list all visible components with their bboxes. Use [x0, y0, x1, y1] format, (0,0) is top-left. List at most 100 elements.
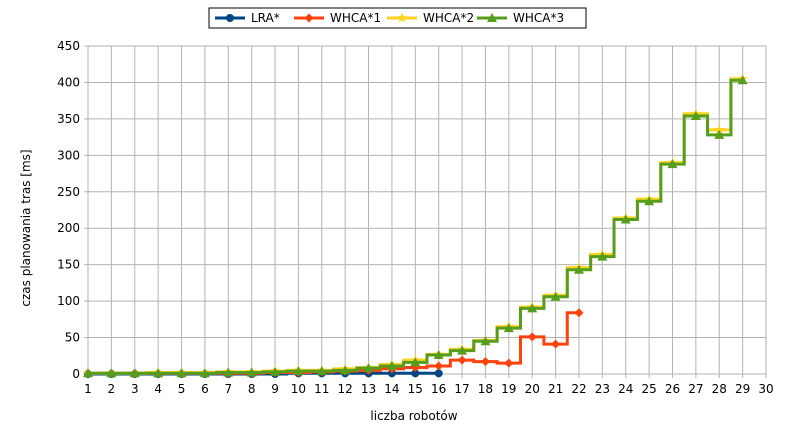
x-tick-label: 15: [408, 382, 423, 396]
data-point: [316, 366, 327, 376]
x-tick-label: 25: [641, 382, 656, 396]
data-point: [199, 368, 210, 378]
data-point: [411, 369, 420, 378]
y-axis-title: czas planowania tras [ms]: [19, 149, 33, 306]
x-tick-label: 20: [525, 382, 540, 396]
data-point: [340, 365, 351, 375]
x-tick-label: 6: [201, 382, 209, 396]
y-tick-label: 450: [57, 39, 80, 53]
data-point: [504, 358, 514, 368]
x-tick-label: 1: [84, 382, 92, 396]
x-tick-label: 30: [758, 382, 773, 396]
x-tick-label: 22: [571, 382, 586, 396]
legend: LRA* WHCA*1 WHCA*2 WHCA*3: [208, 7, 587, 29]
legend-item: WHCA*1: [294, 11, 381, 25]
data-point: [503, 323, 514, 333]
data-point: [457, 345, 468, 355]
x-tick-label: 9: [271, 382, 279, 396]
data-point: [106, 368, 117, 378]
series-whca-3: [83, 75, 748, 378]
x-tick-label: 16: [431, 382, 446, 396]
y-tick-label: 350: [57, 112, 80, 126]
data-point: [551, 339, 561, 349]
data-point: [573, 264, 584, 274]
data-point: [527, 332, 537, 342]
x-tick-label: 7: [224, 382, 232, 396]
data-point: [246, 367, 257, 377]
data-point: [176, 368, 187, 378]
legend-swatch-marker: [487, 13, 497, 22]
x-tick-label: 13: [361, 382, 376, 396]
legend-item: WHCA*2: [387, 11, 474, 25]
data-point: [434, 361, 444, 371]
y-tick-label: 250: [57, 185, 80, 199]
data-point: [667, 159, 678, 169]
x-tick-label: 14: [384, 382, 399, 396]
data-point: [714, 124, 725, 135]
data-point: [690, 110, 701, 120]
x-tick-label: 23: [595, 382, 610, 396]
x-tick-label: 24: [618, 382, 633, 396]
data-point: [480, 357, 490, 367]
x-tick-label: 4: [154, 382, 162, 396]
legend-label: LRA*: [251, 11, 280, 25]
data-point: [83, 368, 93, 378]
data-point: [620, 214, 631, 224]
x-tick-label: 2: [108, 382, 116, 396]
x-tick-label: 11: [314, 382, 329, 396]
x-tick-label: 10: [291, 382, 306, 396]
data-point: [410, 357, 421, 367]
x-axis-title: liczba robotów: [370, 409, 457, 423]
x-tick-label: 29: [735, 382, 750, 396]
data-point: [644, 196, 655, 206]
y-tick-label: 150: [57, 258, 80, 272]
data-point: [457, 355, 467, 365]
y-tick-label: 0: [72, 367, 80, 381]
series-layer: [82, 73, 748, 378]
x-tick-label: 28: [712, 382, 727, 396]
x-tick-label: 21: [548, 382, 563, 396]
data-point: [597, 251, 608, 261]
data-point: [293, 366, 304, 376]
legend-swatch-marker: [226, 14, 234, 22]
x-tick-label: 26: [665, 382, 680, 396]
x-tick-label: 19: [501, 382, 516, 396]
grid: [87, 45, 767, 375]
x-tick-label: 5: [178, 382, 186, 396]
legend-label: WHCA*2: [423, 11, 474, 25]
data-point: [714, 129, 725, 139]
data-point: [363, 363, 374, 373]
x-tick-label: 12: [338, 382, 353, 396]
x-tick-label: 8: [248, 382, 256, 396]
series-line: [88, 78, 743, 375]
legend-swatch-marker: [396, 12, 408, 23]
legend-label: WHCA*1: [330, 11, 381, 25]
data-point: [550, 291, 561, 301]
y-tick-label: 300: [57, 148, 80, 162]
y-tick-label: 100: [57, 294, 80, 308]
x-tick-label: 3: [131, 382, 139, 396]
legend-swatch-marker: [304, 13, 314, 23]
data-point: [574, 308, 584, 318]
data-point: [434, 369, 443, 378]
data-point: [270, 366, 281, 376]
data-point: [737, 75, 748, 85]
data-point: [153, 368, 164, 378]
legend-item: WHCA*3: [477, 11, 564, 25]
y-tick-label: 200: [57, 221, 80, 235]
data-point: [386, 360, 397, 370]
data-point: [480, 336, 491, 346]
x-tick-label: 17: [454, 382, 469, 396]
data-point: [223, 367, 234, 377]
data-point: [527, 303, 538, 313]
y-tick-label: 50: [65, 331, 80, 345]
x-tick-label: 27: [688, 382, 703, 396]
data-point: [433, 350, 444, 360]
legend-item: LRA*: [215, 11, 280, 25]
legend-label: WHCA*3: [513, 11, 564, 25]
y-tick-label: 400: [57, 75, 80, 89]
x-tick-label: 18: [478, 382, 493, 396]
